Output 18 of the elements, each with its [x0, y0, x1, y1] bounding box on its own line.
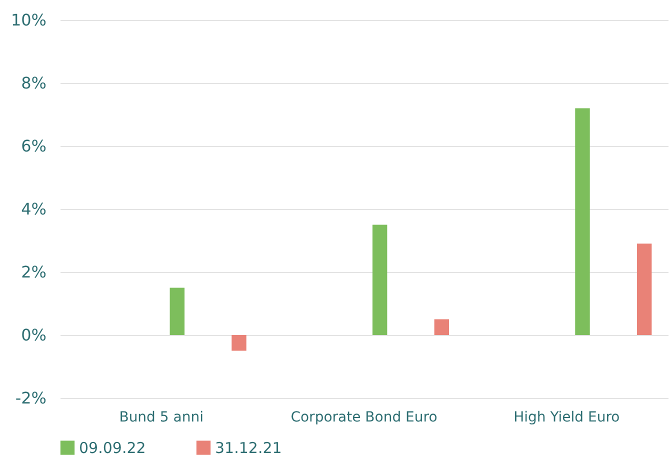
y-tick-label: 8% [21, 74, 46, 92]
bar [636, 244, 652, 335]
bar [434, 319, 450, 335]
bar [232, 335, 246, 351]
y-tick-label: 0% [21, 326, 46, 344]
x-tick-label: Bund 5 anni [119, 410, 204, 426]
y-tick-label: 6% [21, 136, 46, 156]
bar [575, 108, 590, 335]
y-tick-label: -2% [15, 388, 46, 408]
legend-label: 31.12.21 [215, 438, 282, 457]
x-tick-label: High Yield Euro [514, 410, 620, 426]
bar [170, 288, 185, 335]
legend-label: 09.09.22 [79, 438, 146, 457]
y-tick-label: 4% [21, 200, 46, 218]
x-tick-label: Corporate Bond Euro [290, 410, 438, 426]
bar [372, 224, 388, 335]
y-tick-label: 10% [10, 10, 46, 30]
y-tick-label: 2% [21, 262, 46, 282]
